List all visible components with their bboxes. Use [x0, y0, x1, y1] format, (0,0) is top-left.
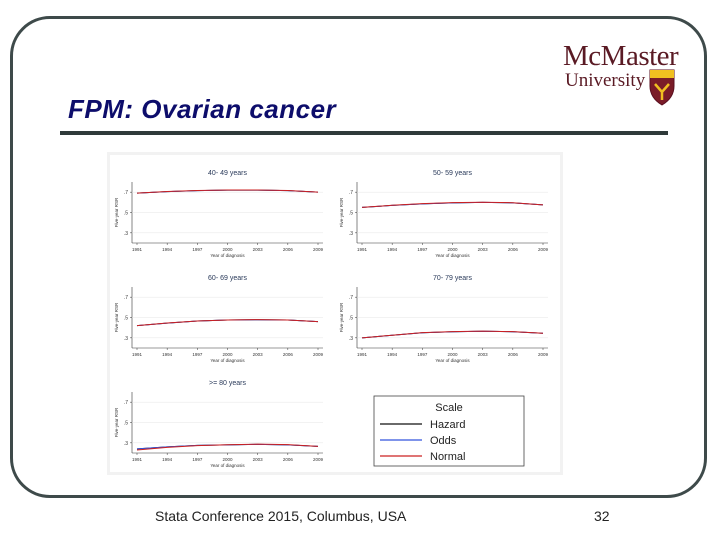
panel-title: >= 80 years	[209, 380, 246, 387]
x-tick-label: 2003	[253, 247, 264, 252]
x-tick-label: 1994	[387, 352, 398, 357]
x-tick-label: 2006	[283, 352, 294, 357]
legend-label-normal: Normal	[430, 451, 465, 463]
legend-label-hazard: Hazard	[430, 419, 465, 431]
x-tick-label: 2009	[538, 247, 549, 252]
x-tick-label: 1997	[192, 352, 203, 357]
x-tick-label: 1997	[192, 457, 203, 462]
slide-footer: Stata Conference 2015, Columbus, USA	[155, 508, 407, 524]
x-tick-label: 2009	[313, 457, 324, 462]
x-tick-label: 2006	[283, 247, 294, 252]
x-tick-label: 2000	[222, 457, 233, 462]
x-axis-label: Year of diagnosis	[435, 253, 470, 258]
logo-subtitle: University	[565, 70, 646, 91]
x-tick-label: 2003	[253, 457, 264, 462]
x-tick-label: 1991	[132, 352, 143, 357]
x-tick-label: 2000	[447, 247, 458, 252]
y-tick-label: .3	[124, 231, 128, 237]
y-tick-label: .5	[124, 211, 128, 217]
survival-figure: 40- 49 years .7 .5 .3 1991 1994 1997 2000 2003 20…	[110, 155, 560, 472]
x-tick-label: 2006	[508, 352, 519, 357]
x-tick-label: 2003	[478, 247, 489, 252]
panel-title: 70- 79 years	[433, 275, 472, 282]
y-tick-label: .3	[124, 336, 128, 342]
y-tick-label: .5	[124, 316, 128, 322]
x-tick-label: 1994	[387, 247, 398, 252]
y-tick-label: .5	[349, 316, 353, 322]
x-tick-label: 2006	[283, 457, 294, 462]
legend-title: Scale	[435, 402, 463, 414]
x-tick-label: 1994	[162, 457, 173, 462]
x-tick-label: 1994	[162, 352, 173, 357]
x-tick-label: 2000	[222, 352, 233, 357]
y-tick-label: .3	[349, 336, 353, 342]
y-tick-label: .7	[349, 295, 353, 301]
slide-title: FPM: Ovarian cancer	[68, 94, 337, 124]
x-tick-label: 1991	[132, 457, 143, 462]
x-axis-label: Year of diagnosis	[210, 463, 245, 468]
x-tick-label: 2009	[538, 352, 549, 357]
x-tick-label: 2003	[478, 352, 489, 357]
series-line-normal	[136, 319, 319, 327]
series-line-normal	[361, 330, 544, 339]
x-tick-label: 1997	[417, 247, 428, 252]
y-axis-label: Five-year RSR	[339, 302, 344, 332]
y-tick-label: .7	[124, 400, 128, 406]
x-tick-label: 2006	[508, 247, 519, 252]
x-tick-label: 1997	[417, 352, 428, 357]
x-tick-label: 1991	[357, 352, 368, 357]
x-tick-label: 2000	[222, 247, 233, 252]
y-tick-label: .7	[349, 190, 353, 196]
x-tick-label: 2000	[447, 352, 458, 357]
university-logo: McMaster University	[563, 40, 683, 106]
series-line-odds	[136, 319, 319, 327]
x-axis-label: Year of diagnosis	[210, 358, 245, 363]
y-axis-label: Five-year RSR	[114, 302, 119, 332]
y-tick-label: .5	[349, 211, 353, 217]
x-tick-label: 1994	[162, 247, 173, 252]
x-tick-label: 1991	[132, 247, 143, 252]
x-tick-label: 2003	[253, 352, 264, 357]
panel-title: 40- 49 years	[208, 170, 247, 177]
title-rule	[60, 131, 668, 135]
series-line-normal	[136, 189, 319, 194]
panel-title: 50- 59 years	[433, 170, 472, 177]
legend-box	[373, 395, 525, 467]
legend-label-odds: Odds	[430, 435, 457, 447]
y-axis-label: Five-year RSR	[114, 197, 119, 227]
y-axis-label: Five-year RSR	[114, 407, 119, 437]
page-number: 32	[594, 508, 610, 524]
x-axis-label: Year of diagnosis	[435, 358, 470, 363]
logo-wordmark: McMaster	[563, 40, 679, 72]
x-tick-label: 1997	[192, 247, 203, 252]
panel-title: 60- 69 years	[208, 275, 247, 282]
y-tick-label: .3	[349, 231, 353, 237]
x-tick-label: 2009	[313, 247, 324, 252]
x-tick-label: 2009	[313, 352, 324, 357]
x-tick-label: 1991	[357, 247, 368, 252]
series-line-normal	[361, 201, 544, 208]
crest-icon	[649, 69, 675, 106]
y-tick-label: .7	[124, 190, 128, 196]
y-axis-label: Five-year RSR	[339, 197, 344, 227]
y-tick-label: .7	[124, 295, 128, 301]
y-tick-label: .5	[124, 421, 128, 427]
series-line-normal	[136, 443, 319, 451]
y-tick-label: .3	[124, 441, 128, 447]
slide-frame	[10, 16, 707, 498]
x-axis-label: Year of diagnosis	[210, 253, 245, 258]
